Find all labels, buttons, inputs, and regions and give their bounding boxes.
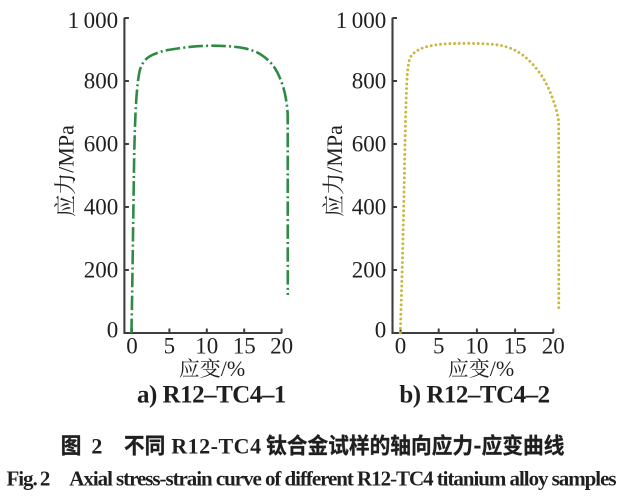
svg-text:0: 0: [395, 334, 407, 359]
svg-text:20: 20: [270, 334, 293, 359]
svg-text:600: 600: [352, 132, 387, 157]
svg-text:400: 400: [352, 195, 387, 220]
svg-text:R12-TC4: R12-TC4: [171, 434, 261, 459]
svg-text:5: 5: [433, 334, 445, 359]
svg-text:15: 15: [504, 334, 527, 359]
svg-text:/%: /%: [490, 356, 514, 381]
svg-text:400: 400: [84, 195, 119, 220]
svg-text:800: 800: [352, 69, 387, 94]
svg-text:800: 800: [84, 69, 119, 94]
svg-text:/MPa: /MPa: [322, 125, 347, 173]
svg-text:10: 10: [465, 334, 488, 359]
svg-text:2: 2: [91, 434, 102, 459]
svg-text:10: 10: [195, 334, 218, 359]
svg-text:/MPa: /MPa: [54, 125, 79, 173]
svg-text:1 000: 1 000: [336, 8, 387, 33]
svg-text:200: 200: [84, 258, 119, 283]
svg-text:a) R12–TC4–1: a) R12–TC4–1: [137, 382, 286, 409]
svg-text:b) R12–TC4–2: b) R12–TC4–2: [399, 382, 549, 409]
svg-text:0: 0: [375, 318, 387, 343]
svg-text:5: 5: [164, 334, 176, 359]
svg-text:200: 200: [352, 258, 387, 283]
svg-text:0: 0: [107, 318, 119, 343]
svg-text:20: 20: [542, 334, 565, 359]
svg-text:/%: /%: [221, 356, 245, 381]
svg-text:1 000: 1 000: [68, 8, 119, 33]
svg-text:Fig. 2 Axial stress-strain cur: Fig. 2 Axial stress-strain curve of diff…: [7, 467, 617, 491]
svg-text:600: 600: [84, 132, 119, 157]
svg-text:15: 15: [233, 334, 256, 359]
svg-text:0: 0: [126, 334, 138, 359]
